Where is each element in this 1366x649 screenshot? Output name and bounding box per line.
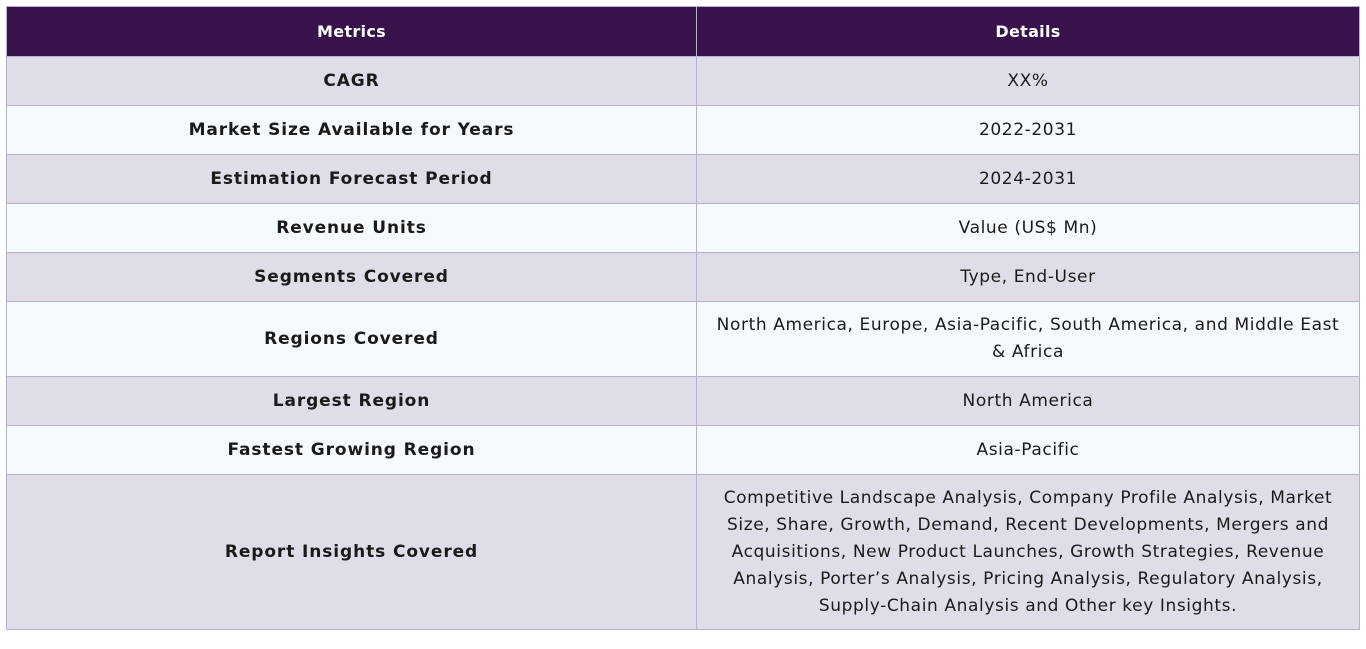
table-row-forecast-period: Estimation Forecast Period 2024-2031 bbox=[6, 154, 1360, 204]
table-row-market-size-years: Market Size Available for Years 2022-203… bbox=[6, 105, 1360, 155]
detail-cell: North America bbox=[696, 376, 1360, 426]
table-row-regions-covered: Regions Covered North America, Europe, A… bbox=[6, 301, 1360, 377]
detail-cell: Competitive Landscape Analysis, Company … bbox=[696, 474, 1360, 630]
details-column-header: Details bbox=[696, 6, 1360, 57]
metric-cell: Estimation Forecast Period bbox=[6, 154, 697, 204]
metric-cell: Fastest Growing Region bbox=[6, 425, 697, 475]
detail-cell: Type, End-User bbox=[696, 252, 1360, 302]
table-header-row: Metrics Details bbox=[6, 6, 1360, 57]
metric-cell: Revenue Units bbox=[6, 203, 697, 253]
table-row-segments-covered: Segments Covered Type, End-User bbox=[6, 252, 1360, 302]
detail-cell: XX% bbox=[696, 56, 1360, 106]
detail-cell: 2024-2031 bbox=[696, 154, 1360, 204]
detail-cell: Asia-Pacific bbox=[696, 425, 1360, 475]
detail-cell: Value (US$ Mn) bbox=[696, 203, 1360, 253]
detail-cell: 2022-2031 bbox=[696, 105, 1360, 155]
metrics-column-header: Metrics bbox=[6, 6, 697, 57]
table-row-largest-region: Largest Region North America bbox=[6, 376, 1360, 426]
table-row-fastest-growing-region: Fastest Growing Region Asia-Pacific bbox=[6, 425, 1360, 475]
metric-cell: Market Size Available for Years bbox=[6, 105, 697, 155]
report-metrics-table: Metrics Details CAGR XX% Market Size Ava… bbox=[6, 6, 1360, 630]
table-row-report-insights: Report Insights Covered Competitive Land… bbox=[6, 474, 1360, 630]
metric-cell: Segments Covered bbox=[6, 252, 697, 302]
detail-cell: North America, Europe, Asia-Pacific, Sou… bbox=[696, 301, 1360, 377]
table-row-revenue-units: Revenue Units Value (US$ Mn) bbox=[6, 203, 1360, 253]
report-metrics-table-container: Metrics Details CAGR XX% Market Size Ava… bbox=[6, 6, 1360, 630]
metric-cell: CAGR bbox=[6, 56, 697, 106]
table-row-cagr: CAGR XX% bbox=[6, 56, 1360, 106]
metric-cell: Regions Covered bbox=[6, 301, 697, 377]
metric-cell: Largest Region bbox=[6, 376, 697, 426]
metric-cell: Report Insights Covered bbox=[6, 474, 697, 630]
